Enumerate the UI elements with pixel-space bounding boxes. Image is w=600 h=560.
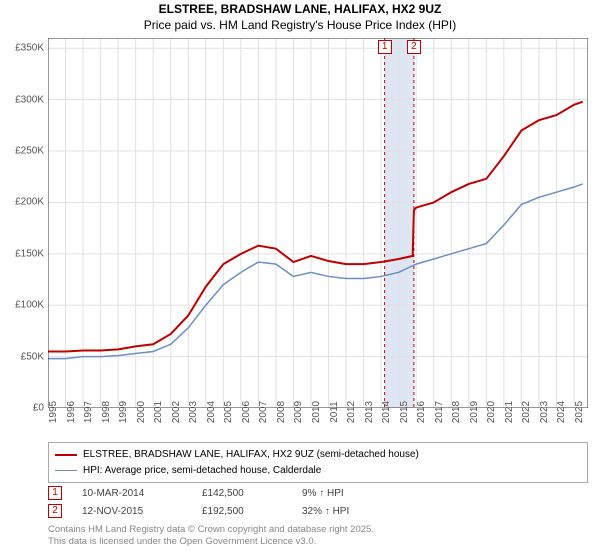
legend-label: ELSTREE, BRADSHAW LANE, HALIFAX, HX2 9UZ… (83, 447, 419, 462)
sale-date: 12-NOV-2015 (82, 506, 202, 517)
y-tick-label: £250K (0, 146, 44, 157)
legend-row: ELSTREE, BRADSHAW LANE, HALIFAX, HX2 9UZ… (55, 447, 581, 462)
sale-row-1: 1 10-MAR-2014£142,5009% ↑ HPI (48, 484, 402, 502)
y-tick-label: £0 (0, 403, 44, 414)
y-tick-label: £150K (0, 248, 44, 259)
footer-line-2: This data is licensed under the Open Gov… (48, 536, 374, 548)
legend-row: HPI: Average price, semi-detached house,… (55, 463, 581, 478)
title-block: ELSTREE, BRADSHAW LANE, HALIFAX, HX2 9UZ… (0, 0, 600, 33)
chart-svg (48, 38, 588, 408)
title-main: ELSTREE, BRADSHAW LANE, HALIFAX, HX2 9UZ (0, 2, 600, 18)
sale-index-box: 1 (48, 486, 62, 500)
y-tick-label: £50K (0, 351, 44, 362)
sale-price: £192,500 (202, 506, 302, 517)
chart-area: £0£50K£100K£150K£200K£250K£300K£350K1995… (48, 38, 588, 408)
y-tick-label: £350K (0, 43, 44, 54)
sale-date: 10-MAR-2014 (82, 488, 202, 499)
sale-marker-2: 2 (407, 40, 421, 54)
y-tick-label: £300K (0, 94, 44, 105)
sale-delta: 32% ↑ HPI (302, 506, 402, 517)
legend-swatch (55, 470, 77, 471)
legend-swatch (55, 454, 77, 456)
footer: Contains HM Land Registry data © Crown c… (48, 524, 374, 549)
legend-box: ELSTREE, BRADSHAW LANE, HALIFAX, HX2 9UZ… (48, 442, 588, 483)
legend-label: HPI: Average price, semi-detached house,… (83, 463, 321, 478)
sale-price: £142,500 (202, 488, 302, 499)
sales-table: 1 10-MAR-2014£142,5009% ↑ HPI 2 12-NOV-2015… (48, 484, 402, 520)
y-tick-label: £200K (0, 197, 44, 208)
x-tick-label: 2025 (574, 401, 598, 423)
sale-marker-1: 1 (378, 40, 392, 54)
title-sub: Price paid vs. HM Land Registry's House … (0, 18, 600, 34)
sale-delta: 9% ↑ HPI (302, 488, 402, 499)
footer-line-1: Contains HM Land Registry data © Crown c… (48, 524, 374, 536)
y-tick-label: £100K (0, 300, 44, 311)
figure-container: ELSTREE, BRADSHAW LANE, HALIFAX, HX2 9UZ… (0, 0, 600, 560)
sale-index-box: 2 (48, 504, 62, 518)
sale-row-2: 2 12-NOV-2015£192,50032% ↑ HPI (48, 502, 402, 520)
